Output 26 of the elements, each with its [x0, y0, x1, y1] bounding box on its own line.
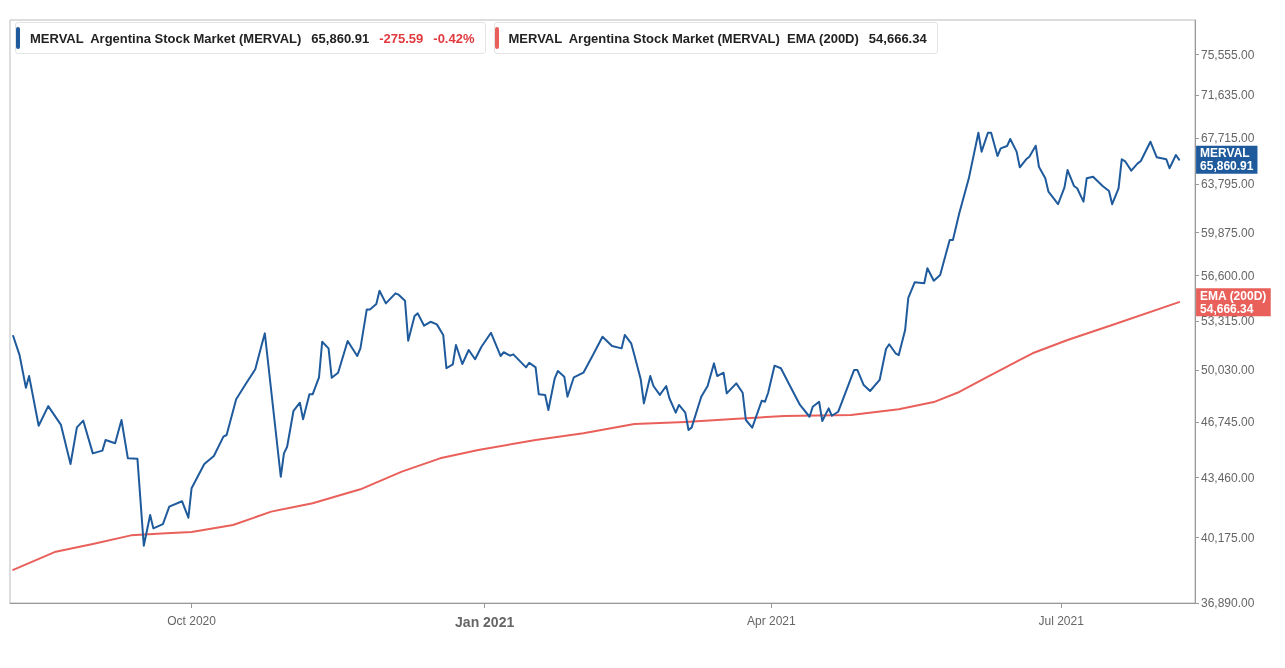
x-tick-label: Jul 2021: [1038, 614, 1085, 628]
annotation: MERVAL 65,860.91: [1200, 146, 1254, 174]
annotation: EMA (200D) 54,666.34: [1200, 288, 1267, 316]
line-series: [12, 131, 1181, 547]
y-tick-label: 40,175.00: [1201, 530, 1255, 545]
legend-label: MERVAL Argentina Stock Market (MERVAL) EMA (200D): [508, 30, 859, 46]
y-tick-label: 67,715.00: [1201, 131, 1255, 146]
legend-label: MERVAL Argentina Stock Market (MERVAL): [30, 30, 302, 46]
y-tick-label: 75,555.00: [1201, 47, 1255, 62]
y-tick-label: 59,875.00: [1201, 225, 1255, 240]
x-tick-label: Jan 2021: [455, 614, 515, 630]
annotation: 54,666.34: [868, 30, 927, 46]
y-tick-label: 36,890.00: [1201, 596, 1255, 610]
y-tick-label: 46,745.00: [1201, 414, 1255, 429]
line-series: [12, 301, 1181, 571]
y-tick-label: 56,600.00: [1201, 268, 1255, 283]
x-tick-label: Oct 2020: [167, 614, 217, 628]
y-tick-label: 43,460.00: [1201, 470, 1255, 485]
annotation: 65,860.91: [311, 30, 370, 46]
y-tick-label: 53,315.00: [1201, 314, 1255, 329]
y-tick-label: 71,635.00: [1201, 88, 1255, 103]
annotation: -0.42%: [433, 30, 475, 46]
x-tick-label: Apr 2021: [746, 614, 797, 628]
annotation: -275.59: [379, 30, 424, 46]
y-tick-label: 63,795.00: [1201, 177, 1255, 192]
y-tick-label: 50,030.00: [1201, 362, 1255, 377]
